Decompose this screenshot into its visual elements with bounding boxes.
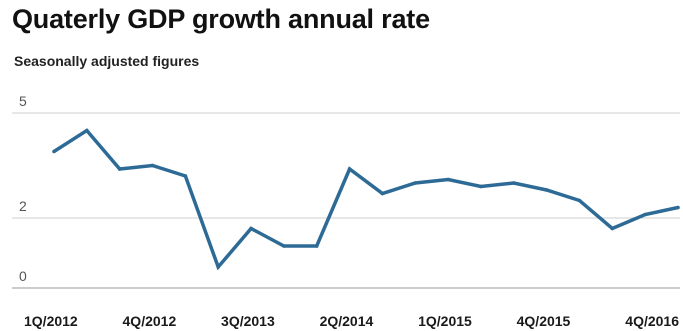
x-tick-label: 4Q/2012 <box>123 313 177 329</box>
data-point <box>511 181 516 185</box>
data-point <box>380 191 385 196</box>
data-point <box>413 181 418 185</box>
data-point <box>85 128 89 133</box>
data-point <box>52 149 56 154</box>
x-axis-ticks: 1Q/2012 4Q/2012 3Q/2013 2Q/2014 1Q/2015 4Q/20… <box>24 313 679 329</box>
series-line-0 <box>53 128 679 271</box>
data-point <box>150 163 155 168</box>
data-point <box>117 167 122 171</box>
data-point <box>676 205 680 210</box>
x-tick-label: 1Q/2015 <box>418 313 472 329</box>
y-tick-label: 0 <box>19 268 27 284</box>
y-tick-label: 2 <box>19 198 27 214</box>
data-point <box>577 198 582 203</box>
x-tick-label: 2Q/2014 <box>320 313 374 329</box>
data-point <box>249 226 253 231</box>
data-point <box>446 177 450 182</box>
data-point <box>643 212 647 217</box>
data-point <box>282 244 286 248</box>
data-point <box>479 184 483 189</box>
y-tick-label: 5 <box>19 93 27 109</box>
y-axis-ticks: 0 2 5 <box>19 93 27 284</box>
x-tick-label: 1Q/2012 <box>24 313 78 329</box>
x-tick-label: 4Q/2015 <box>517 313 571 329</box>
data-point <box>216 265 221 269</box>
x-tick-label: 3Q/2013 <box>221 313 275 329</box>
gridlines <box>12 112 680 289</box>
data-point <box>347 167 352 171</box>
chart-title: Quaterly GDP growth annual rate <box>12 4 430 34</box>
series-layer <box>52 128 680 271</box>
data-point <box>183 174 188 178</box>
data-point <box>314 244 319 248</box>
x-tick-label: 4Q/2016 <box>625 313 679 329</box>
chart-subtitle: Seasonally adjusted figures <box>14 53 200 69</box>
data-point <box>610 226 615 231</box>
data-point <box>544 188 549 192</box>
